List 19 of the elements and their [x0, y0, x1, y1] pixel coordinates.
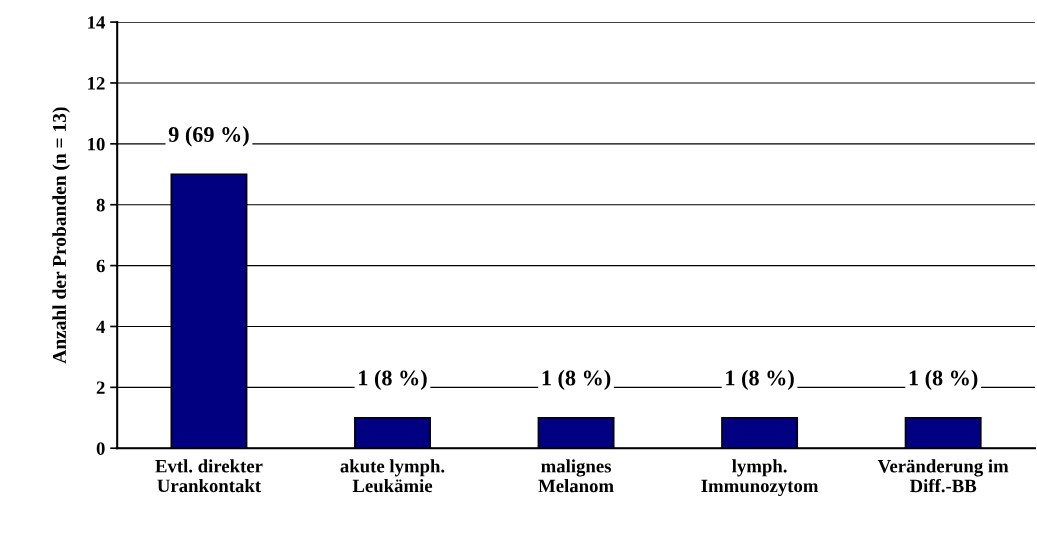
y-tick-label: 12 [88, 77, 105, 90]
y-axis-title: Anzahl der Probanden (n = 13) [52, 107, 70, 364]
data-label: 9 (69 %) [168, 126, 249, 147]
data-label: 1 (8 %) [909, 369, 978, 391]
data-label: 1 (8 %) [359, 369, 427, 391]
data-label: 1 (8 %) [726, 369, 794, 391]
y-tick-label: 0 [96, 442, 105, 455]
x-tick-label: Veränderung im Diff.-BB [877, 459, 1009, 493]
y-tick-label: 10 [88, 137, 105, 151]
y-tick-label: 14 [88, 16, 106, 29]
x-tick-label: akute lymph. Leukämie [340, 459, 445, 493]
y-tick-label: 8 [96, 198, 105, 212]
y-tick-label: 2 [96, 381, 105, 394]
x-tick-label: lymph. Immunozytom [701, 459, 819, 497]
x-tick-label: malignes Melanom [538, 459, 614, 493]
y-tick-label: 4 [96, 320, 106, 333]
y-tick-label: 6 [96, 259, 105, 273]
data-label: 1 (8 %) [542, 369, 611, 391]
x-tick-label: Evtl. direkter Urankontakt [155, 459, 263, 493]
